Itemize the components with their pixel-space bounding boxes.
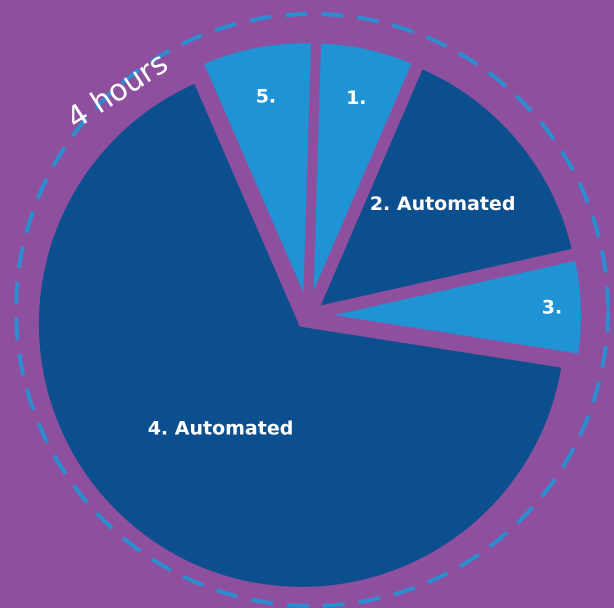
pie-slice xyxy=(317,253,587,361)
slice-label: 3. xyxy=(542,296,562,318)
pie-slice xyxy=(310,61,579,314)
slice-label: 2. Automated xyxy=(370,193,516,215)
slice-label: 1. xyxy=(346,87,366,109)
slice-label: 5. xyxy=(256,86,276,108)
pie-slice xyxy=(307,37,420,308)
pie-slice xyxy=(32,75,569,593)
dashed-ring xyxy=(14,12,610,608)
pie-slice xyxy=(196,37,318,308)
slice-label: 4. Automated xyxy=(148,418,294,440)
